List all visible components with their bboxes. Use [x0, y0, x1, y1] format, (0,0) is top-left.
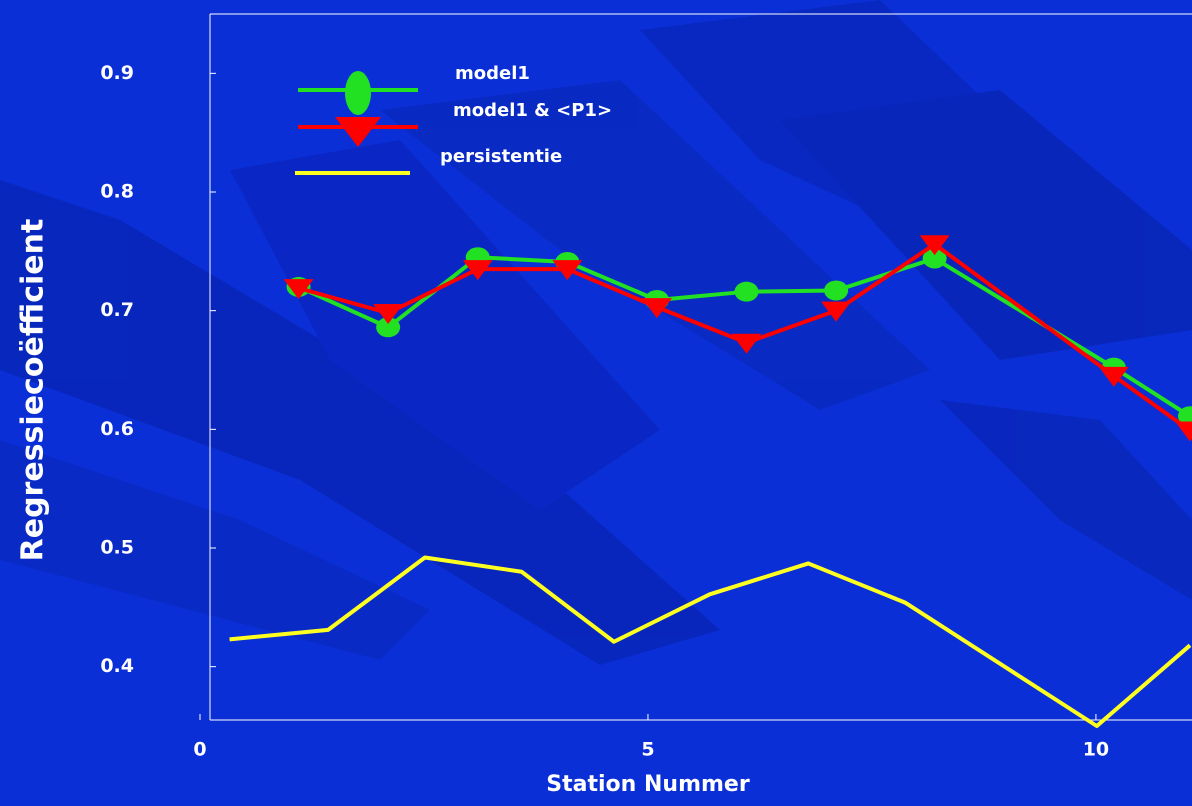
- y-tick-label: 0.5: [100, 537, 134, 559]
- y-tick-label: 0.8: [100, 181, 134, 203]
- legend-label: model1: [455, 63, 530, 84]
- y-tick-label: 0.6: [100, 418, 134, 440]
- page: {"chart_data": {"type": "line", "x_label…: [0, 0, 1192, 802]
- x-tick-label: 5: [641, 739, 654, 761]
- legend-marker: [345, 71, 371, 115]
- marker: [1175, 422, 1192, 442]
- legend-label: model1 & <P1>: [453, 100, 612, 121]
- y-axis-label: Regressiecoëfficient: [16, 219, 51, 562]
- legend-label: persistentie: [440, 146, 562, 167]
- marker: [735, 282, 759, 302]
- x-axis-label: Station Nummer: [546, 772, 750, 797]
- y-tick-label: 0.7: [100, 299, 134, 321]
- y-tick-label: 0.4: [100, 655, 134, 677]
- legend-marker: [335, 117, 381, 147]
- y-tick-label: 0.9: [100, 62, 134, 84]
- x-tick-label: 0: [193, 739, 206, 761]
- chart: Station Nummer Regressiecoëfficient 0.4 0…: [0, 0, 1192, 802]
- x-tick-label: 10: [1083, 739, 1109, 761]
- marker: [824, 280, 848, 300]
